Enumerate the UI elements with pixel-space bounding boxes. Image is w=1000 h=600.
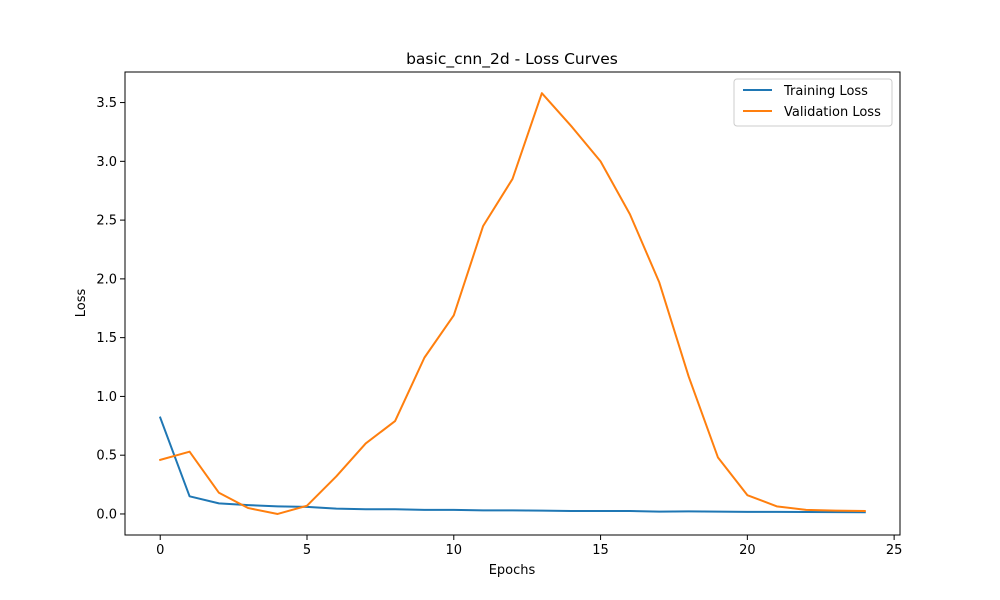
x-tick-label: 5 — [303, 543, 311, 558]
x-axis-label: Epochs — [489, 563, 536, 578]
x-axis-ticks: 0 5 10 15 20 25 — [156, 535, 902, 558]
legend-box — [733, 78, 893, 127]
x-tick-label: 25 — [886, 543, 903, 558]
series-line-validation-loss — [158, 92, 866, 515]
y-tick-label: 0.5 — [96, 449, 117, 464]
legend-label-validation-loss: Validation Loss — [784, 105, 881, 120]
x-tick-label: 10 — [446, 543, 463, 558]
series-line-training-loss — [158, 416, 866, 514]
y-tick-label: 2.0 — [96, 272, 117, 287]
x-tick-label: 15 — [592, 543, 609, 558]
x-tick-label: 20 — [739, 543, 756, 558]
y-axis-label: Loss — [74, 289, 89, 318]
y-tick-label: 1.5 — [96, 331, 117, 346]
plot-area: 0 5 10 15 20 25 0.0 0.5 1.0 1.5 2.0 2.5 3.0 3.5 — [96, 71, 902, 558]
legend-label-training-loss: Training Loss — [783, 84, 868, 99]
x-tick-label: 0 — [156, 543, 164, 558]
legend: Training Loss Validation Loss — [733, 78, 893, 127]
y-tick-label: 3.5 — [96, 96, 117, 111]
series-layer — [158, 92, 866, 515]
axes-frame — [124, 71, 901, 536]
y-tick-label: 2.5 — [96, 214, 117, 229]
chart-title: basic_cnn_2d - Loss Curves — [406, 50, 618, 69]
y-tick-label: 3.0 — [96, 155, 117, 170]
y-axis-ticks: 0.0 0.5 1.0 1.5 2.0 2.5 3.0 3.5 — [96, 96, 125, 522]
y-tick-label: 1.0 — [96, 390, 117, 405]
y-tick-label: 0.0 — [96, 507, 117, 522]
